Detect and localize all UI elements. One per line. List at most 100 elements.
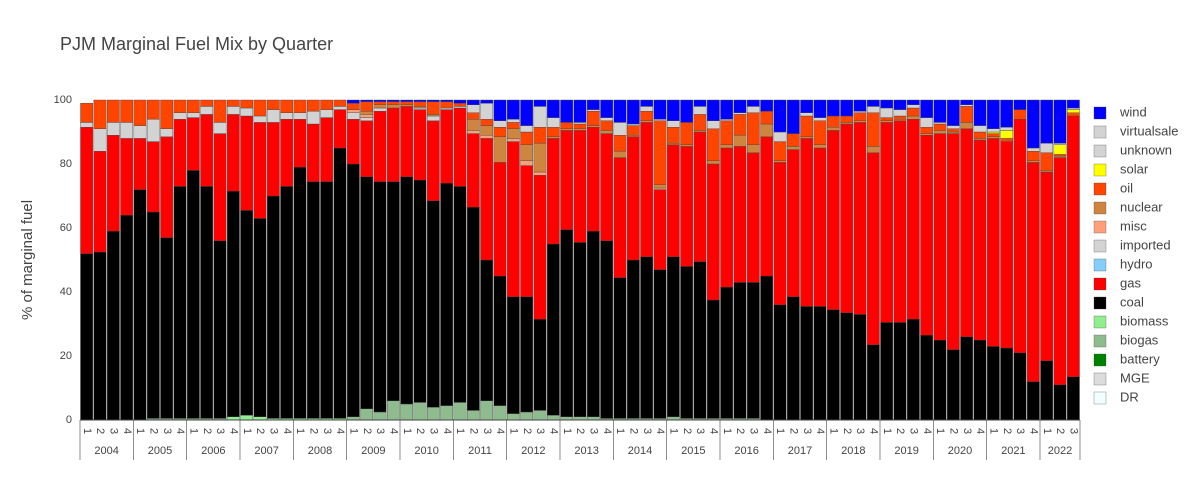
- bar-segment: [906, 115, 920, 120]
- bar-segment: [546, 243, 560, 416]
- bar-segment: [546, 136, 560, 139]
- legend-swatch: [1093, 315, 1107, 329]
- bar-segment: [480, 134, 494, 139]
- bar-segment: [786, 296, 800, 421]
- bar-segment: [933, 130, 947, 134]
- bar-segment: [186, 170, 200, 419]
- bar-segment: [360, 99, 374, 102]
- bar-segment: [1013, 352, 1027, 421]
- bar-segment: [146, 141, 160, 213]
- x-tick-label: 4: [921, 428, 933, 434]
- year-label: 2006: [201, 445, 225, 457]
- bar-segment: [933, 339, 947, 421]
- x-tick-label: 1: [241, 428, 253, 434]
- bar-segment: [506, 141, 520, 298]
- bar-segment: [733, 282, 747, 419]
- bar-segment: [666, 99, 680, 121]
- x-tick-label: 4: [281, 428, 293, 434]
- bar-segment: [840, 122, 854, 125]
- legend-label: imported: [1120, 237, 1171, 252]
- bar-segment: [466, 133, 480, 208]
- year-label: 2014: [628, 445, 652, 457]
- bar-segment: [493, 120, 507, 128]
- bar-segment: [826, 115, 840, 128]
- bar-segment: [746, 106, 760, 114]
- bar-segment: [253, 218, 267, 417]
- legend-swatch: [1093, 125, 1107, 139]
- x-tick-label: 4: [227, 428, 239, 434]
- bar-segment: [546, 138, 560, 245]
- x-tick-label: 3: [587, 428, 599, 434]
- chart-title: PJM Marginal Fuel Mix by Quarter: [60, 34, 333, 54]
- legend-swatch: [1093, 182, 1107, 196]
- legend-label: solar: [1120, 161, 1149, 176]
- bar-segment: [666, 126, 680, 144]
- legend-label: misc: [1120, 218, 1147, 233]
- bar-segment: [360, 117, 374, 121]
- legend-swatch: [1093, 163, 1107, 177]
- bar-segment: [400, 101, 414, 105]
- bar-segment: [693, 114, 707, 131]
- bar-segment: [986, 99, 1000, 129]
- bar-segment: [813, 99, 827, 118]
- legend-label: battery: [1120, 351, 1160, 366]
- bar-segment: [986, 346, 1000, 421]
- bar-segment: [853, 314, 867, 421]
- x-tick-label: 4: [547, 428, 559, 434]
- bar-segment: [373, 181, 387, 413]
- bar-segment: [626, 259, 640, 419]
- x-tick-label: 2: [467, 428, 479, 434]
- year-label: 2010: [414, 445, 438, 457]
- bar-segment: [480, 259, 494, 402]
- bar-segment: [546, 415, 560, 421]
- bar-segment: [920, 99, 934, 118]
- bar-segment: [973, 125, 987, 133]
- bar-segment: [1026, 150, 1040, 161]
- bar-segment: [160, 237, 174, 419]
- legend-label: hydro: [1120, 256, 1153, 271]
- bar-segment: [493, 99, 507, 121]
- bar-segment: [920, 133, 934, 136]
- bar-segment: [93, 150, 107, 253]
- bar-segment: [173, 118, 187, 187]
- bar-segment: [786, 99, 800, 134]
- bar-segment: [1066, 376, 1080, 421]
- bar-segment: [266, 99, 280, 110]
- x-tick-label: 1: [721, 428, 733, 434]
- bar-segment: [346, 118, 360, 165]
- bar-segment: [773, 162, 787, 305]
- legend-label: oil: [1120, 180, 1133, 195]
- bar-segment: [226, 114, 240, 192]
- x-tick-label: 2: [147, 428, 159, 434]
- bar-segment: [173, 186, 187, 419]
- y-tick-label: 0: [66, 414, 72, 426]
- bar-segment: [1000, 126, 1014, 131]
- x-tick-label: 2: [307, 428, 319, 434]
- bar-segment: [800, 136, 814, 139]
- bar-segment: [160, 99, 174, 129]
- bar-segment: [213, 240, 227, 419]
- bar-segment: [786, 133, 800, 147]
- legend-swatch: [1093, 334, 1107, 348]
- bar-segment: [453, 186, 467, 403]
- bar-segment: [506, 118, 520, 123]
- bar-segment: [520, 296, 534, 413]
- bar-segment: [706, 160, 720, 165]
- bar-segment: [426, 99, 440, 102]
- bar-segment: [480, 125, 494, 136]
- bar-segment: [866, 146, 880, 153]
- bar-segment: [626, 125, 640, 136]
- bar-segment: [800, 99, 814, 114]
- bar-segment: [213, 122, 227, 134]
- x-tick-label: 2: [94, 428, 106, 434]
- bar-segment: [773, 160, 787, 163]
- x-tick-label: 1: [881, 428, 893, 434]
- bar-segment: [466, 104, 480, 114]
- legend-swatch: [1093, 239, 1107, 253]
- x-tick-label: 4: [707, 428, 719, 434]
- bar-segment: [520, 160, 534, 166]
- x-tick-label: 2: [734, 428, 746, 434]
- bar-segment: [826, 126, 840, 131]
- bar-segment: [80, 253, 94, 421]
- bar-segment: [226, 190, 240, 418]
